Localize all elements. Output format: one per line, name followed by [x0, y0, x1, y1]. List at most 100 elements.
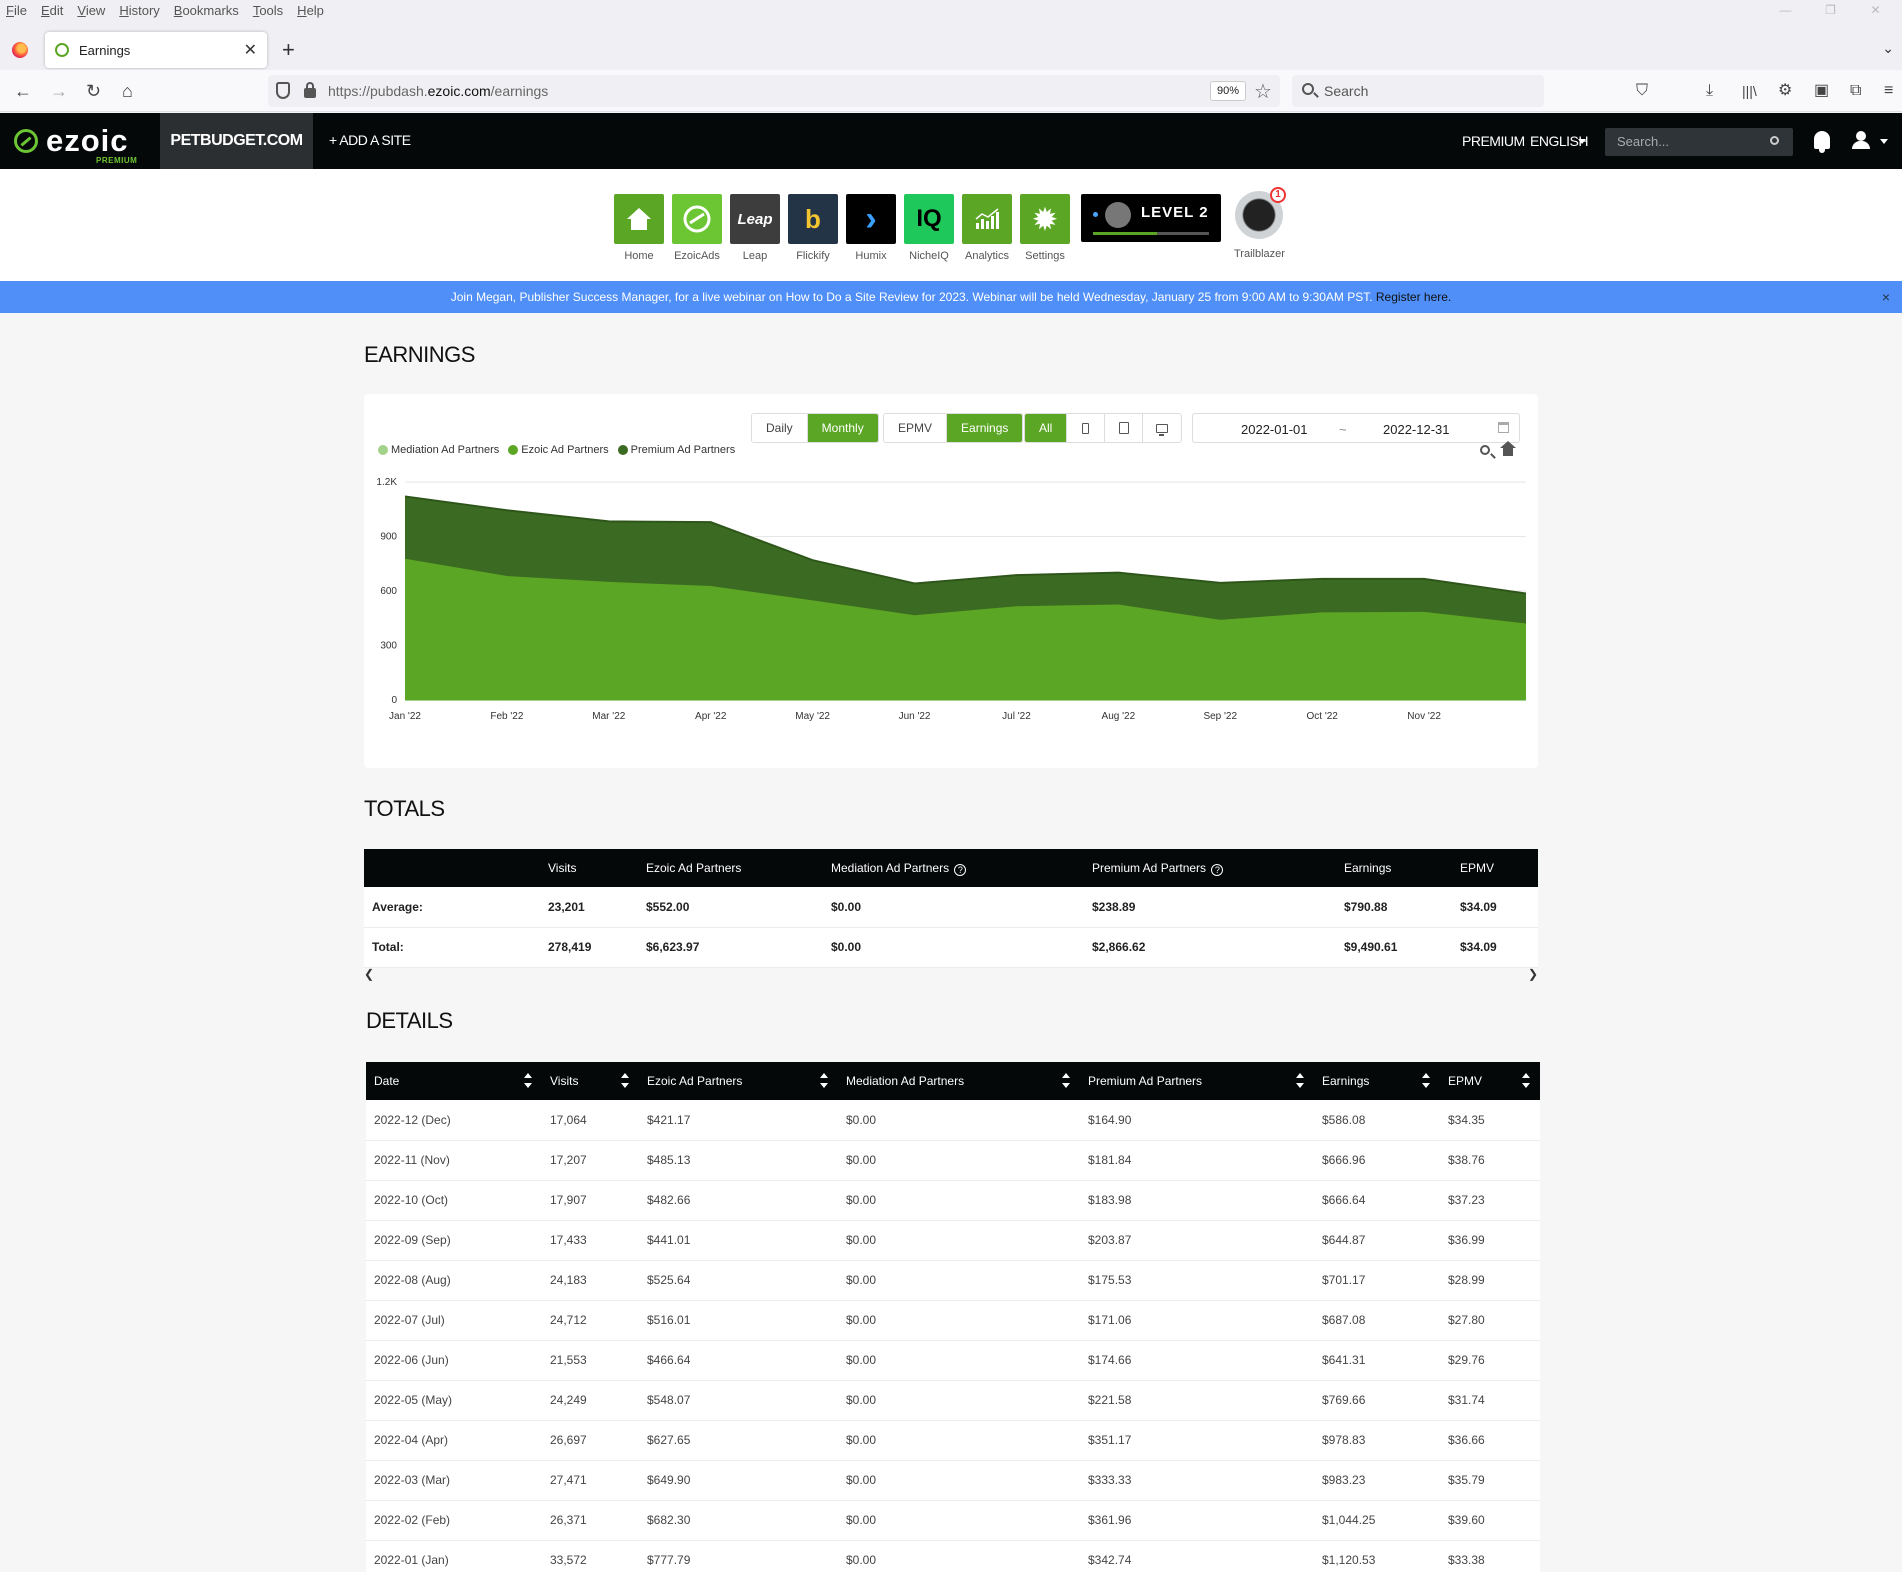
date-start[interactable]: 2022-01-01 [1241, 422, 1308, 437]
epmv-button[interactable]: EPMV [884, 414, 948, 442]
app-settings[interactable]: ✹ Settings [1020, 194, 1070, 262]
app-analytics[interactable]: Analytics [962, 194, 1012, 262]
details-cell: $174.66 [1080, 1340, 1314, 1381]
tab-earnings[interactable]: Earnings ✕ [45, 32, 267, 68]
level-badge[interactable]: LEVEL 2 [1081, 194, 1221, 242]
close-window-icon[interactable]: ✕ [1870, 3, 1881, 17]
header-search-input[interactable]: Search... [1605, 128, 1793, 156]
totals-cell: $0.00 [823, 927, 1084, 968]
language-selector[interactable]: ENGLISH [1530, 133, 1588, 149]
calendar-icon[interactable] [1498, 422, 1509, 433]
help-icon[interactable]: ? [954, 863, 967, 876]
hamburger-menu-icon[interactable]: ≡ [1884, 82, 1894, 99]
legend-item[interactable]: Ezoic Ad Partners [508, 444, 609, 456]
menu-history[interactable]: History [119, 2, 160, 18]
details-cell: $682.30 [639, 1500, 838, 1541]
app-ezoicads[interactable]: EzoicAds [672, 194, 722, 262]
home-browser-icon[interactable]: ⌂ [122, 81, 133, 101]
add-site-link[interactable]: + ADD A SITE [329, 132, 411, 148]
details-header-premium[interactable]: Premium Ad Partners [1080, 1062, 1314, 1100]
forward-icon[interactable]: → [50, 81, 68, 101]
nicheiq-icon[interactable]: IQ [904, 194, 954, 244]
leap-icon[interactable]: Leap [730, 194, 780, 244]
menu-file[interactable]: File [6, 2, 27, 18]
close-banner-icon[interactable]: × [1881, 289, 1890, 305]
date-end[interactable]: 2022-12-31 [1383, 422, 1450, 437]
analytics-icon[interactable] [962, 194, 1012, 244]
date-range-picker[interactable]: 2022-01-01 ~ 2022-12-31 [1192, 413, 1520, 443]
details-header-epmv[interactable]: EPMV [1440, 1062, 1540, 1100]
menu-bookmarks[interactable]: Bookmarks [173, 2, 239, 18]
details-header-date[interactable]: Date [366, 1062, 542, 1100]
humix-icon[interactable]: › [846, 194, 896, 244]
help-icon[interactable]: ? [1211, 863, 1224, 876]
gear-icon[interactable]: ✹ [1020, 194, 1070, 244]
details-header-visits[interactable]: Visits [542, 1062, 639, 1100]
chevron-down-icon[interactable] [1880, 139, 1888, 144]
close-tab-icon[interactable]: ✕ [243, 42, 257, 59]
monthly-button[interactable]: Monthly [807, 414, 878, 442]
user-icon[interactable] [1852, 131, 1870, 149]
home-icon[interactable] [614, 194, 664, 244]
site-selector[interactable]: PETBUDGET.COM [160, 113, 313, 169]
tablet-button[interactable] [1105, 414, 1144, 442]
list-all-tabs-icon[interactable]: ⌄ [1882, 40, 1894, 56]
new-tab-icon[interactable]: + [282, 37, 295, 62]
desktop-button[interactable] [1143, 414, 1182, 442]
menu-tools[interactable]: Tools [252, 2, 284, 18]
downloads-icon[interactable]: ⤓ [1706, 82, 1714, 99]
details-header-earnings[interactable]: Earnings [1314, 1062, 1440, 1100]
search-icon[interactable] [1770, 136, 1779, 145]
bell-icon[interactable] [1814, 131, 1830, 153]
menu-help[interactable]: Help [297, 2, 324, 18]
premium-link[interactable]: PREMIUM [1462, 133, 1525, 149]
reset-zoom-home-icon[interactable] [1500, 441, 1516, 456]
scroll-left-icon[interactable]: ❮ [364, 967, 375, 981]
totals-header: Visits [548, 861, 577, 875]
restore-icon[interactable]: ❐ [1825, 3, 1836, 17]
details-header-ezoic[interactable]: Ezoic Ad Partners [639, 1062, 838, 1100]
firefox-icon[interactable] [12, 42, 28, 58]
scroll-right-icon[interactable]: ❯ [1527, 967, 1538, 981]
daily-button[interactable]: Daily [752, 414, 808, 442]
menu-view[interactable]: View [77, 2, 106, 18]
url-text[interactable]: https://pubdash.ezoic.com/earnings [328, 83, 549, 99]
extensions-puzzle-icon[interactable]: ⧉ [1850, 82, 1862, 99]
details-cell: $36.99 [1440, 1220, 1540, 1261]
extension-icon[interactable]: ▣ [1814, 82, 1830, 99]
legend-item[interactable]: Mediation Ad Partners [378, 444, 499, 456]
zoom-level[interactable]: 90% [1210, 81, 1247, 101]
header-search-placeholder: Search... [1617, 134, 1670, 149]
minimize-icon[interactable]: — [1779, 3, 1792, 17]
ezoic-logo[interactable]: ezoic PREMIUM [14, 121, 164, 165]
pocket-icon[interactable]: ⛉ [1636, 82, 1649, 99]
menu-bar: File Edit View History Bookmarks Tools H… [0, 0, 1902, 20]
app-flickify[interactable]: b Flickify [788, 194, 838, 262]
back-icon[interactable]: ← [14, 81, 32, 101]
app-home[interactable]: Home [614, 194, 664, 262]
extension-badge-icon[interactable]: ⚙ [1778, 82, 1793, 99]
details-cell: 2022-03 (Mar) [366, 1460, 542, 1501]
details-header-mediation[interactable]: Mediation Ad Partners [838, 1062, 1080, 1100]
app-humix[interactable]: › Humix [846, 194, 896, 262]
earnings-button[interactable]: Earnings [947, 414, 1023, 442]
device-all-button[interactable]: All [1025, 414, 1068, 442]
tracking-shield-icon[interactable] [276, 82, 290, 99]
reload-icon[interactable]: ↻ [86, 81, 102, 101]
ezoicads-icon[interactable] [672, 194, 722, 244]
zoom-icon[interactable] [1480, 445, 1490, 455]
lock-icon[interactable] [304, 82, 316, 98]
library-icon[interactable]: |||\ [1742, 83, 1757, 99]
url-bar[interactable]: https://pubdash.ezoic.com/earnings 90% ☆ [268, 75, 1280, 107]
legend-item[interactable]: Premium Ad Partners [617, 444, 735, 456]
app-nicheiq[interactable]: IQ NicheIQ [904, 194, 954, 262]
flickify-icon[interactable]: b [788, 194, 838, 244]
app-leap[interactable]: Leap Leap [730, 194, 780, 262]
app-trailblazer[interactable]: 1 Trailblazer [1234, 187, 1286, 260]
mobile-button[interactable] [1067, 414, 1106, 442]
browser-search-box[interactable]: Search [1292, 75, 1544, 107]
totals-cell: $238.89 [1084, 887, 1336, 928]
menu-edit[interactable]: Edit [40, 2, 64, 18]
register-link[interactable]: Register here. [1375, 290, 1452, 304]
bookmark-star-icon[interactable]: ☆ [1254, 81, 1272, 103]
